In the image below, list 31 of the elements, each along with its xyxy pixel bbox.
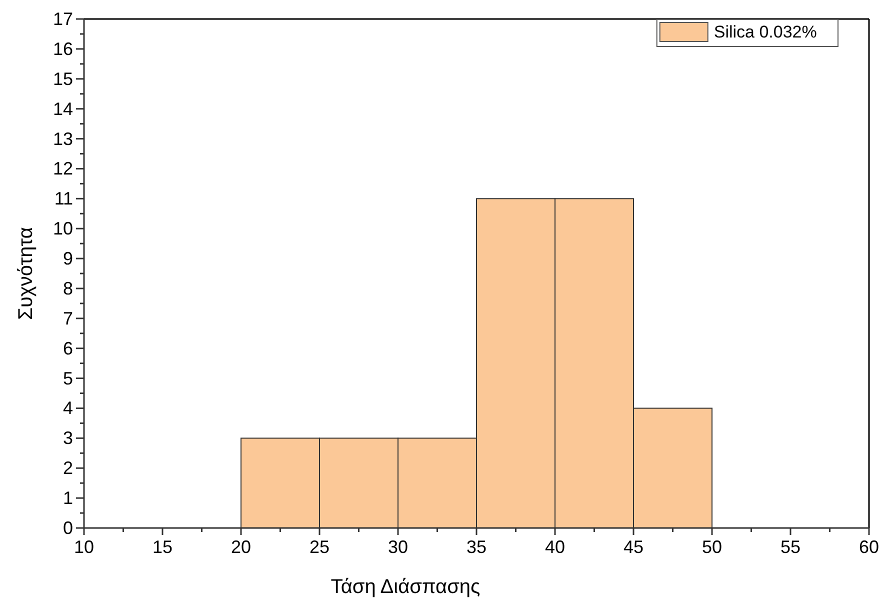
- y-tick-label: 13: [52, 128, 73, 149]
- y-tick-label: 10: [52, 218, 73, 239]
- y-tick-label: 14: [52, 98, 73, 119]
- y-axis-title: Συχνότητα: [15, 227, 37, 320]
- y-tick-label: 1: [62, 488, 73, 508]
- x-tick-label: 40: [544, 537, 566, 557]
- x-tick-label: 25: [309, 537, 330, 557]
- x-tick-label: 35: [466, 537, 487, 557]
- x-tick-label: 15: [152, 537, 173, 557]
- x-tick-label: 30: [388, 537, 408, 557]
- y-tick-label: 8: [62, 278, 73, 298]
- y-tick-label: 16: [52, 38, 73, 59]
- y-tick-label: 2: [62, 458, 73, 478]
- y-tick-label: 6: [62, 338, 73, 358]
- y-tick-label: 0: [62, 518, 73, 538]
- x-tick-label: 55: [780, 537, 801, 557]
- y-tick-label: 4: [62, 398, 73, 418]
- y-tick-label: 3: [62, 428, 73, 448]
- x-tick-label: 45: [623, 537, 644, 557]
- x-tick-label: 50: [702, 537, 722, 557]
- y-tick-label: 7: [62, 308, 73, 328]
- x-tick-label: 20: [230, 537, 252, 557]
- y-tick-label: 9: [62, 248, 73, 269]
- legend-label: Silica 0.032%: [714, 22, 817, 42]
- y-tick-label: 11: [54, 188, 73, 209]
- y-tick-label: 12: [52, 158, 73, 179]
- y-tick-label: 5: [62, 368, 73, 388]
- x-axis-title: Τάση Διάσπασης: [330, 576, 481, 598]
- y-tick-label: 15: [52, 68, 73, 89]
- y-tick-label: 17: [52, 9, 73, 29]
- x-tick-label: 60: [858, 537, 880, 557]
